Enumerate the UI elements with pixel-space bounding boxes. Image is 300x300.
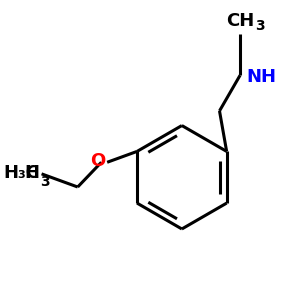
Text: NH: NH	[247, 68, 277, 85]
Text: O: O	[90, 152, 105, 170]
Text: 3: 3	[255, 19, 264, 33]
Text: H: H	[24, 164, 39, 181]
Text: H₃C: H₃C	[3, 164, 39, 182]
Text: 3: 3	[40, 175, 50, 189]
Text: CH: CH	[226, 12, 254, 30]
